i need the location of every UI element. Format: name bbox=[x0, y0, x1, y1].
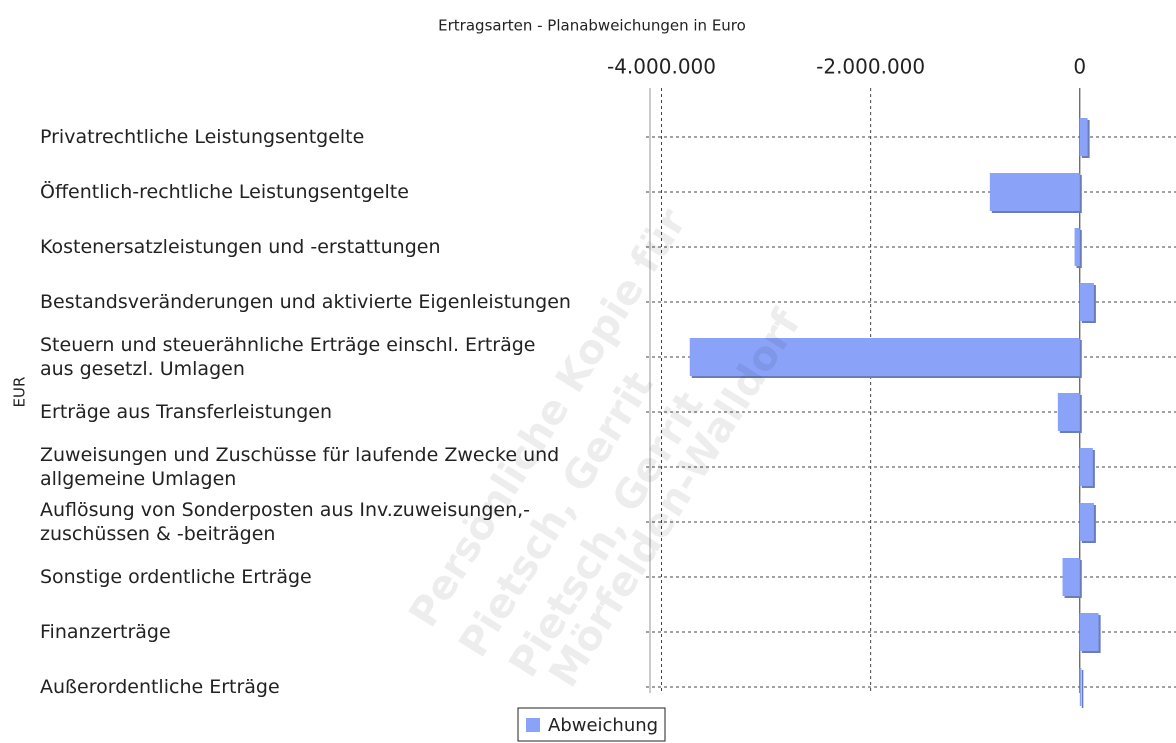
bar bbox=[1079, 668, 1082, 706]
bar bbox=[1079, 283, 1094, 321]
category-label: Finanzerträge bbox=[40, 621, 171, 643]
bar bbox=[989, 173, 1080, 211]
category-label: Sonstige ordentliche Erträge bbox=[40, 566, 312, 588]
category-label: Auflösung von Sonderposten aus Inv.zuwei… bbox=[40, 499, 531, 545]
bar bbox=[1074, 228, 1080, 266]
category-label: Privatrechtliche Leistungsentgelte bbox=[40, 126, 365, 148]
chart-title: Ertragsarten - Planabweichungen in Euro bbox=[438, 17, 746, 35]
x-tick-label: 0 bbox=[1073, 55, 1086, 79]
bar-shadow bbox=[1081, 670, 1084, 708]
legend-label: Abweichung bbox=[548, 715, 658, 736]
category-label: Steuern und steuerähnliche Erträge einsc… bbox=[40, 334, 536, 380]
category-label: Außerordentliche Erträge bbox=[40, 676, 280, 698]
category-label: Öffentlich-rechtliche Leistungsentgelte bbox=[40, 181, 409, 203]
bar bbox=[1079, 613, 1099, 651]
bar bbox=[1079, 503, 1094, 541]
x-tick-label: -2.000.000 bbox=[816, 55, 925, 79]
category-label: Bestandsveränderungen und aktivierte Eig… bbox=[40, 291, 571, 313]
category-label: Zuweisungen und Zuschüsse für laufende Z… bbox=[40, 444, 560, 490]
category-label: Erträge aus Transferleistungen bbox=[40, 401, 333, 423]
category-label: Kostenersatzleistungen und -erstattungen bbox=[40, 236, 441, 258]
y-axis-label: EUR bbox=[11, 377, 29, 408]
legend-box bbox=[517, 707, 666, 742]
bar bbox=[689, 338, 1080, 376]
bar bbox=[1079, 448, 1093, 486]
legend-swatch bbox=[526, 718, 540, 732]
bar bbox=[1057, 393, 1080, 431]
x-tick-label: -4.000.000 bbox=[607, 55, 716, 79]
bar bbox=[1079, 118, 1088, 156]
bar bbox=[1062, 558, 1080, 596]
